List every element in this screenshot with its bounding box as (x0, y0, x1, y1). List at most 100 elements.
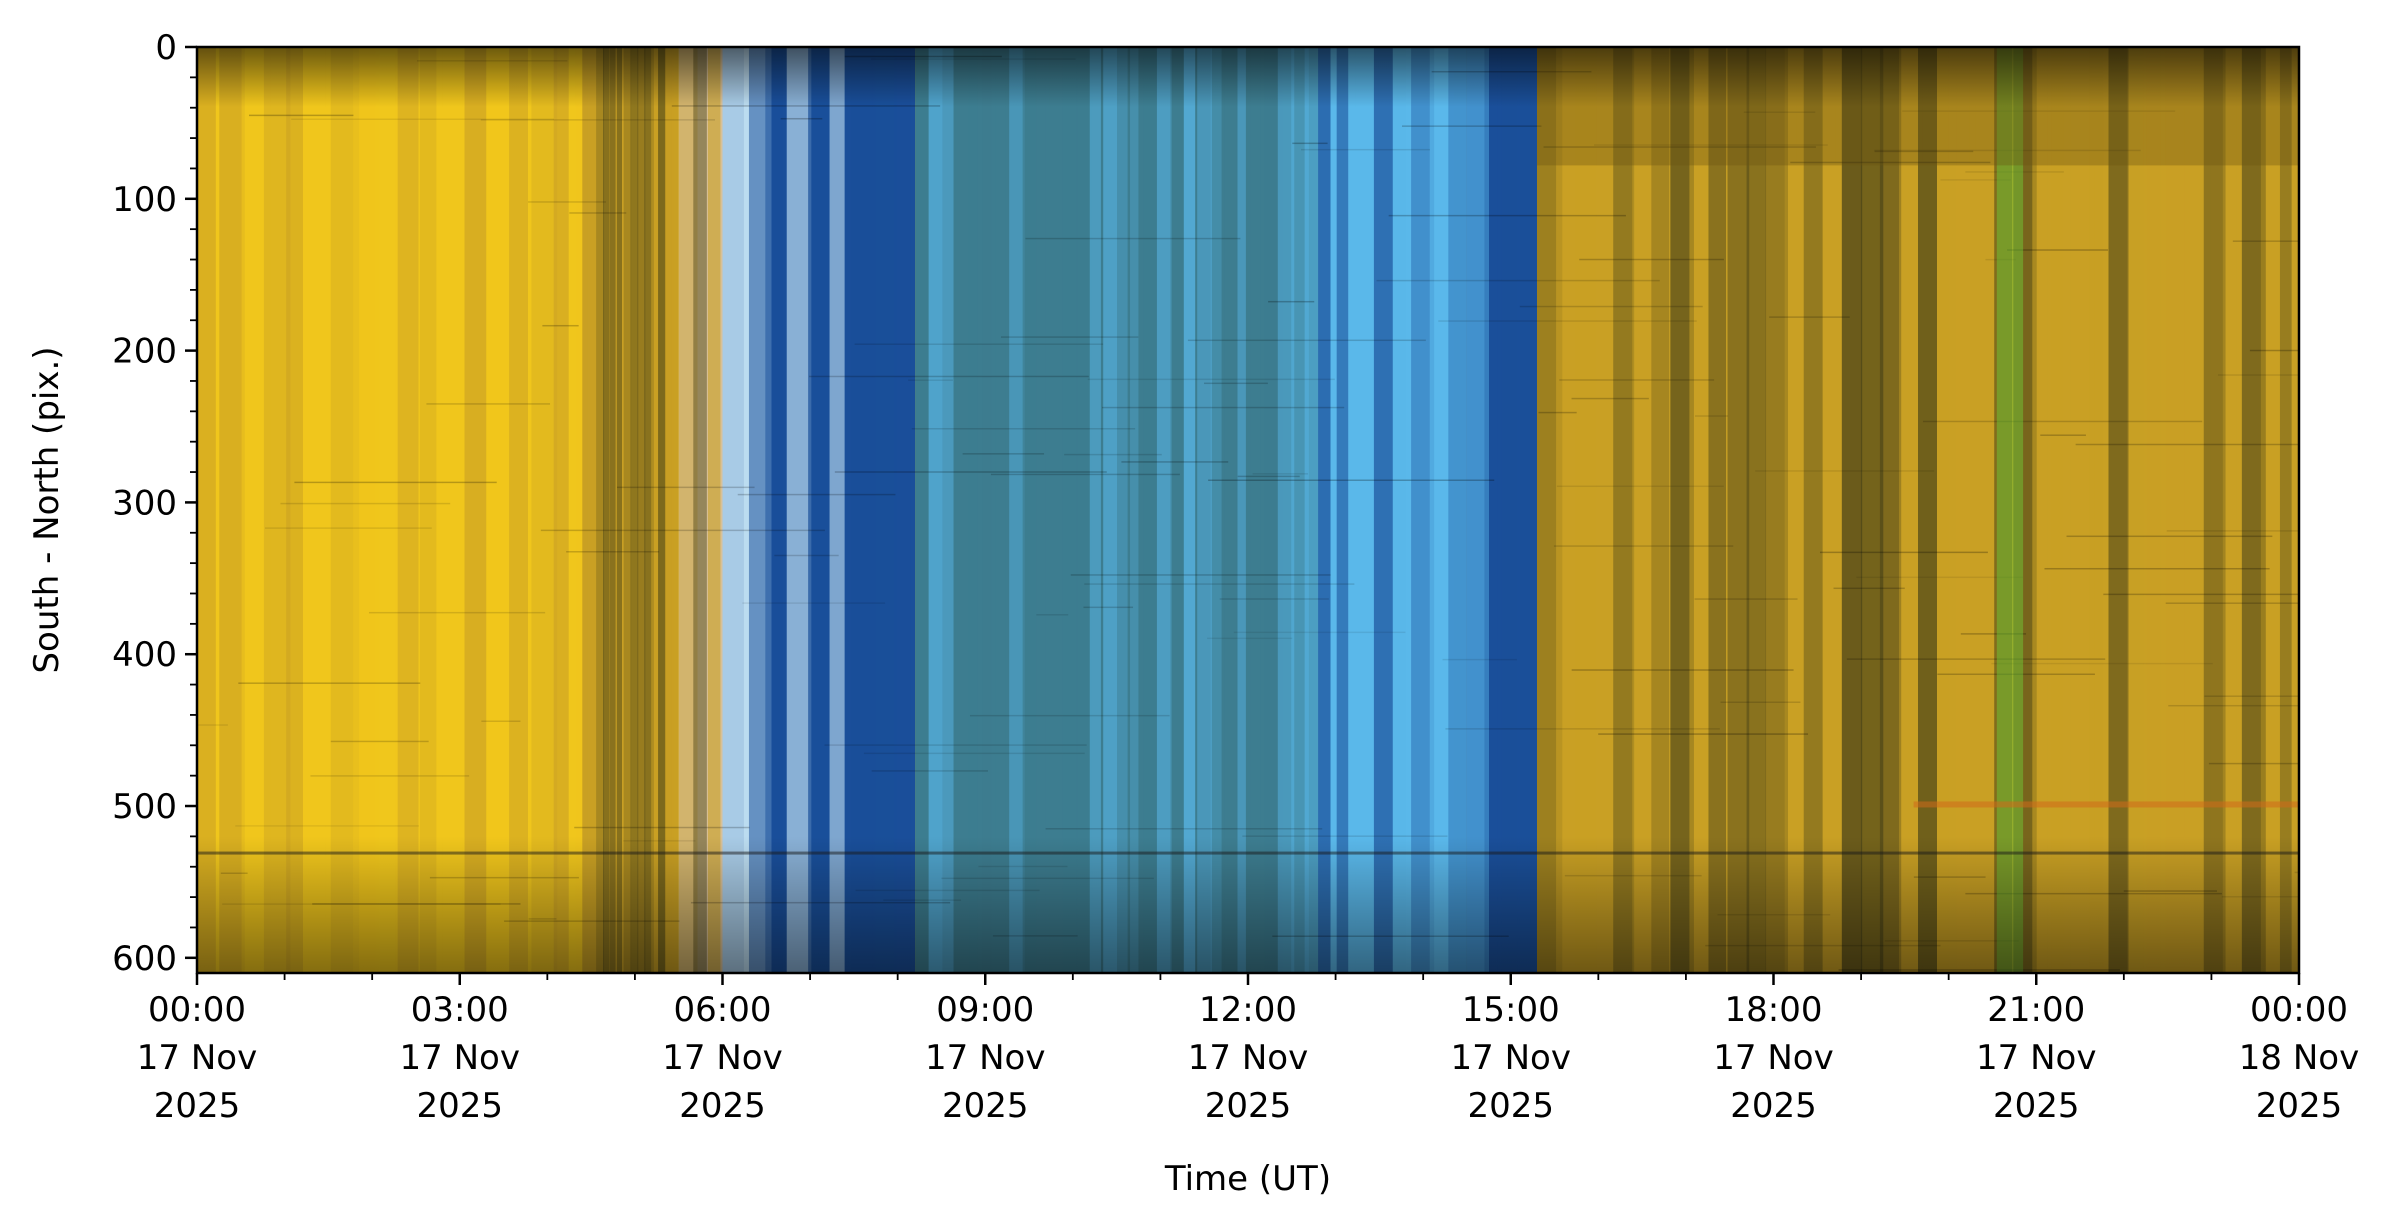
segment-1-stripe (637, 47, 646, 973)
streak-line (1401, 125, 1542, 127)
y-tick-label: 0 (155, 28, 177, 68)
segment-6-stripe (1501, 47, 1518, 973)
y-tick-label: 100 (112, 180, 177, 220)
segment-0-stripe (263, 47, 291, 973)
streak-line (871, 770, 988, 772)
segment-7-stripe (2051, 47, 2064, 973)
segment-7-stripe (1956, 47, 1970, 973)
orange-streak (1913, 801, 2299, 808)
x-tick-label: 2025 (942, 1086, 1029, 1126)
streak-line (2103, 593, 2299, 596)
streak-line (569, 212, 627, 214)
segment-7-stripe (1803, 47, 1823, 973)
x-tick-label: 2025 (154, 1086, 241, 1126)
streak-line (1376, 279, 1660, 282)
segment-7-stripe (2165, 47, 2190, 973)
y-tick-label: 400 (112, 635, 177, 675)
streak-line (1579, 258, 1724, 261)
streak-line (1553, 545, 1734, 547)
y-tick-label: 600 (112, 939, 177, 979)
streak-line (2040, 434, 2086, 436)
segment-6-stripe (1519, 47, 1531, 973)
streak-line (1204, 382, 1268, 385)
streak-line (1187, 339, 1426, 342)
segment-7-stripe (1918, 47, 1938, 973)
x-tick-label: 2025 (679, 1086, 766, 1126)
x-tick-label: 09:00 (936, 990, 1034, 1030)
segment-4-stripe (1237, 47, 1246, 973)
segment-7-stripe (1689, 47, 1704, 973)
y-tick-label: 500 (112, 787, 177, 827)
segment-7-stripe (1784, 47, 1797, 973)
segment-4-stripe (928, 47, 943, 973)
streak-line (1442, 658, 1517, 661)
x-tick-label: 2025 (1993, 1086, 2080, 1126)
streak-line (330, 740, 429, 743)
streak-line (1084, 583, 1355, 585)
segment-7-stripe (2108, 47, 2129, 973)
segment-0-stripe (419, 47, 437, 973)
streak-line (1874, 149, 2141, 152)
streak-line (566, 551, 660, 553)
segment-4-stripe (1264, 47, 1283, 973)
segment-4-stripe (1116, 47, 1128, 973)
streak-line (1940, 179, 2011, 181)
streak-line (911, 427, 1136, 430)
segment-1-stripe (644, 47, 654, 973)
streak-line (1242, 835, 1448, 837)
segment-4-stripe (1250, 47, 1261, 973)
segment-7-stripe (1727, 47, 1750, 973)
streak-line (1538, 411, 1577, 414)
segment-0-stripe (397, 47, 419, 973)
segment-1-stripe (603, 47, 610, 973)
streak-line (280, 502, 451, 505)
streak-line (1045, 828, 1323, 830)
x-tick-label: 18 Nov (2239, 1038, 2359, 1078)
streak-line (1070, 574, 1331, 576)
segment-0-stripe (464, 47, 487, 973)
x-tick-label: 17 Nov (400, 1038, 520, 1078)
streak-line (969, 714, 1170, 717)
segment-0-stripe (486, 47, 508, 973)
segment-4-stripe (968, 47, 978, 973)
segment-3-stripe (808, 47, 833, 973)
streak-line (238, 682, 421, 684)
segment-4-stripe (1304, 47, 1320, 973)
segment-7-stripe (2203, 47, 2226, 973)
x-tick-label: 17 Nov (925, 1038, 1045, 1078)
x-tick-label: 17 Nov (1713, 1038, 1833, 1078)
streak-line (2007, 249, 2109, 251)
segment-1-stripe (651, 47, 659, 973)
segment-5-stripe (1373, 47, 1393, 973)
streak-line (1268, 300, 1315, 303)
segment-4-stripe (1291, 47, 1309, 973)
segment-1-stripe (589, 47, 597, 973)
streak-line (1445, 728, 1720, 730)
segment-4-stripe (1143, 47, 1157, 973)
segment-7-stripe (1708, 47, 1727, 973)
streak-line (737, 493, 896, 496)
x-tick-label: 17 Nov (1976, 1038, 2096, 1078)
x-tick-label: 18:00 (1725, 990, 1823, 1030)
segment-7-stripe (1822, 47, 1836, 973)
segment-2-stripe (678, 47, 698, 973)
x-tick-label: 00:00 (2250, 990, 2348, 1030)
streak-line (1237, 475, 1300, 478)
segment-1-stripe (630, 47, 639, 973)
streak-line (774, 554, 839, 557)
streak-line (1292, 142, 1328, 145)
streak-line (908, 379, 953, 381)
streak-line (1937, 673, 2095, 676)
segment-2-stripe (693, 47, 707, 973)
streak-line (1571, 669, 1794, 671)
x-tick-label: 21:00 (1987, 990, 2085, 1030)
segment-7-stripe (1994, 47, 2013, 973)
streak-line (1856, 576, 2023, 579)
segment-4-stripe (1197, 47, 1212, 973)
streak-line (310, 775, 470, 777)
streak-line (2075, 443, 2299, 446)
streak-line (1846, 658, 2106, 660)
streak-line (249, 114, 354, 117)
segment-7-stripe (1670, 47, 1694, 973)
